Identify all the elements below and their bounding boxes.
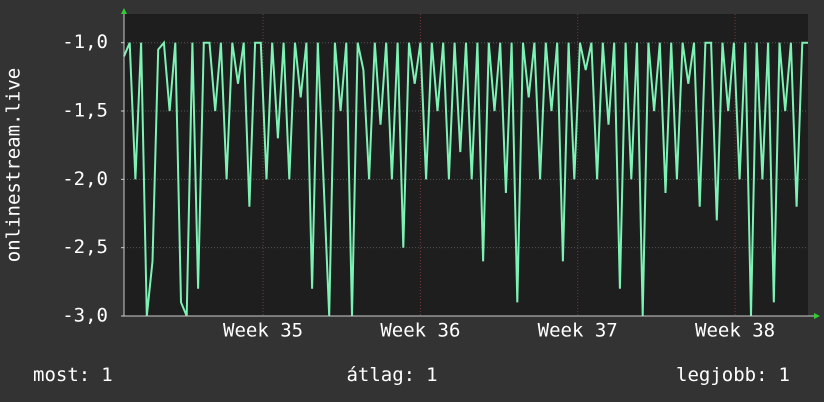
stat: átlag: 1 (346, 364, 437, 386)
stat: legjobb: 1 (676, 364, 790, 386)
stat-value: 1 (426, 364, 437, 386)
stat-value: 1 (101, 364, 112, 386)
stat-label: legjobb: (676, 364, 768, 386)
x-tick-label: Week 38 (695, 320, 775, 342)
data-line (123, 40, 808, 317)
y-tick-label: -1,0 (62, 31, 108, 53)
x-tick-label: Week 35 (223, 320, 303, 342)
y-tick-label: -1,5 (62, 100, 108, 122)
stat-label: átlag: (346, 364, 415, 386)
y-tick-label: -3,0 (62, 305, 108, 327)
y-axis-label: onlinestream.live (3, 68, 25, 262)
stats: most: 1 átlag: 1 legjobb: 1 (33, 364, 790, 386)
stat-value: 1 (779, 364, 790, 386)
stat: most: 1 (33, 364, 113, 386)
y-tick-label: -2,0 (62, 168, 108, 190)
plot (123, 40, 808, 317)
x-tick-label: Week 36 (380, 320, 460, 342)
stat-label: most: (33, 364, 90, 386)
axis-arrow (121, 8, 127, 14)
x-tick-label: Week 37 (538, 320, 618, 342)
axis-arrow (814, 313, 820, 319)
y-tick-label: -2,5 (62, 236, 108, 258)
